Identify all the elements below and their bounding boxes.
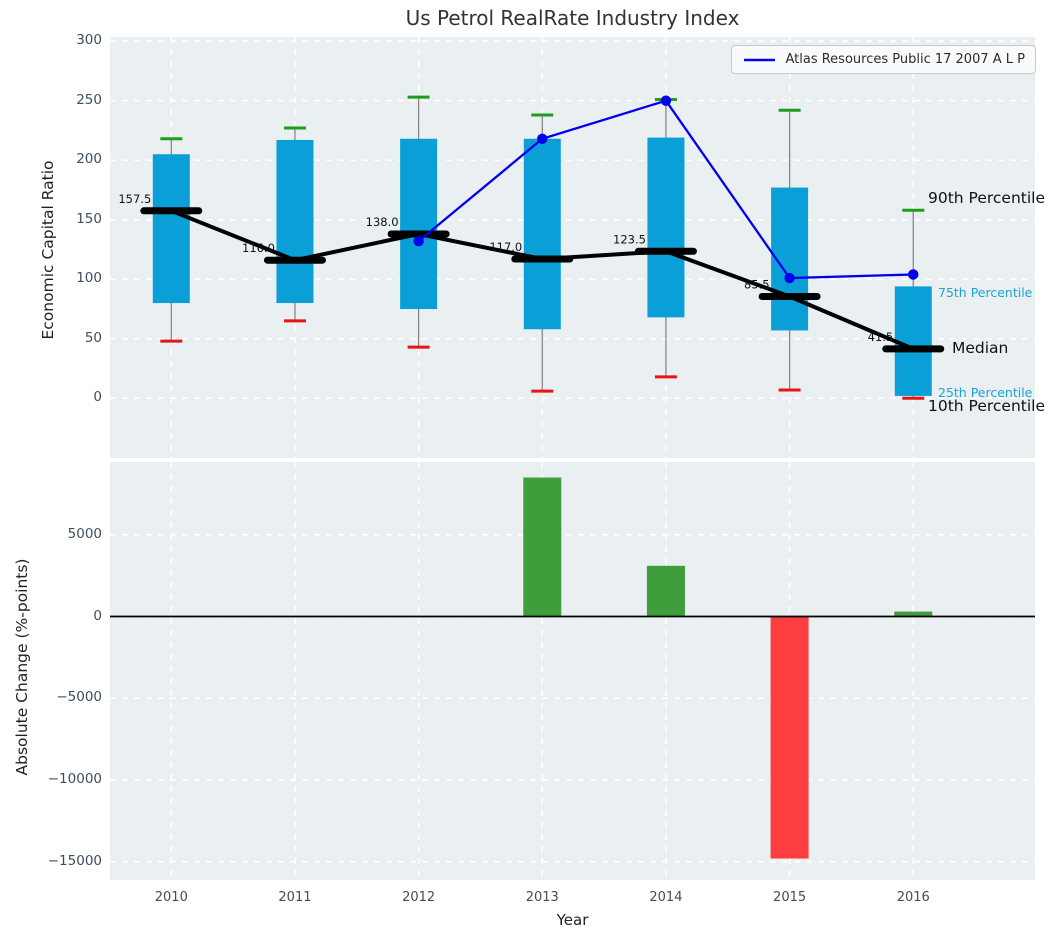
top-y-tick: 0 <box>42 389 102 405</box>
annotation-90th-percentile: 90th Percentile <box>928 189 1045 207</box>
top-y-tick: 50 <box>42 330 102 346</box>
atlas-marker <box>784 273 794 283</box>
percentile-box <box>647 138 684 318</box>
bottom-y-tick: 0 <box>42 608 102 624</box>
atlas-marker <box>537 134 547 144</box>
annotation-75th-percentile: 75th Percentile <box>938 285 1032 300</box>
percentile-box <box>524 139 561 329</box>
legend: Atlas Resources Public 17 2007 A L P <box>731 45 1036 74</box>
x-tick-year: 2013 <box>497 890 587 905</box>
industry-index-figure: Us Petrol RealRate Industry Index 157.51… <box>0 0 1063 942</box>
top-y-tick: 200 <box>42 151 102 167</box>
median-value-label: 157.5 <box>118 192 151 206</box>
absolute-change-panel <box>110 462 1035 880</box>
top-y-tick: 100 <box>42 270 102 286</box>
annotation-median: Median <box>952 339 1008 357</box>
atlas-marker <box>661 95 671 105</box>
change-bar-positive <box>523 477 561 616</box>
bottom-y-tick: −15000 <box>42 853 102 869</box>
top-y-tick: 150 <box>42 211 102 227</box>
legend-label: Atlas Resources Public 17 2007 A L P <box>785 52 1025 67</box>
legend-line-icon <box>743 58 776 62</box>
x-tick-year: 2010 <box>126 890 216 905</box>
bottom-y-tick: −5000 <box>42 689 102 705</box>
top-y-tick: 300 <box>42 32 102 48</box>
annotation-10th-percentile: 10th Percentile <box>928 397 1045 415</box>
median-value-label: 116.0 <box>242 241 275 255</box>
x-tick-year: 2015 <box>745 890 835 905</box>
atlas-marker <box>908 269 918 279</box>
top-panel-plot: 157.5 116.0 138.0 117.0 123.5 85.5 41.5 <box>110 37 1035 458</box>
chart-title: Us Petrol RealRate Industry Index <box>110 6 1035 30</box>
atlas-marker <box>413 236 423 246</box>
median-value-label: 117.0 <box>489 240 522 254</box>
median-value-label: 138.0 <box>366 215 399 229</box>
bottom-y-axis-label: Absolute Change (%-points) <box>13 559 31 776</box>
top-y-tick: 250 <box>42 92 102 108</box>
x-tick-year: 2011 <box>250 890 340 905</box>
median-value-label: 85.5 <box>744 278 770 292</box>
percentile-box <box>400 139 437 309</box>
x-axis-label: Year <box>110 911 1035 929</box>
x-tick-year: 2016 <box>868 890 958 905</box>
percentile-box <box>153 154 190 303</box>
change-bar-positive <box>647 566 685 617</box>
top-y-axis-label: Economic Capital Ratio <box>39 160 57 339</box>
bottom-y-tick: 5000 <box>42 526 102 542</box>
x-tick-year: 2014 <box>621 890 711 905</box>
bottom-y-tick: −10000 <box>42 771 102 787</box>
change-bar-negative <box>771 617 809 859</box>
percentile-box <box>895 286 932 396</box>
percentile-box <box>276 140 313 303</box>
bottom-panel-plot <box>110 462 1035 880</box>
median-value-label: 41.5 <box>868 330 894 344</box>
median-value-label: 123.5 <box>613 232 646 246</box>
x-tick-year: 2012 <box>374 890 464 905</box>
economic-capital-ratio-panel: 157.5 116.0 138.0 117.0 123.5 85.5 41.5 <box>110 37 1035 458</box>
